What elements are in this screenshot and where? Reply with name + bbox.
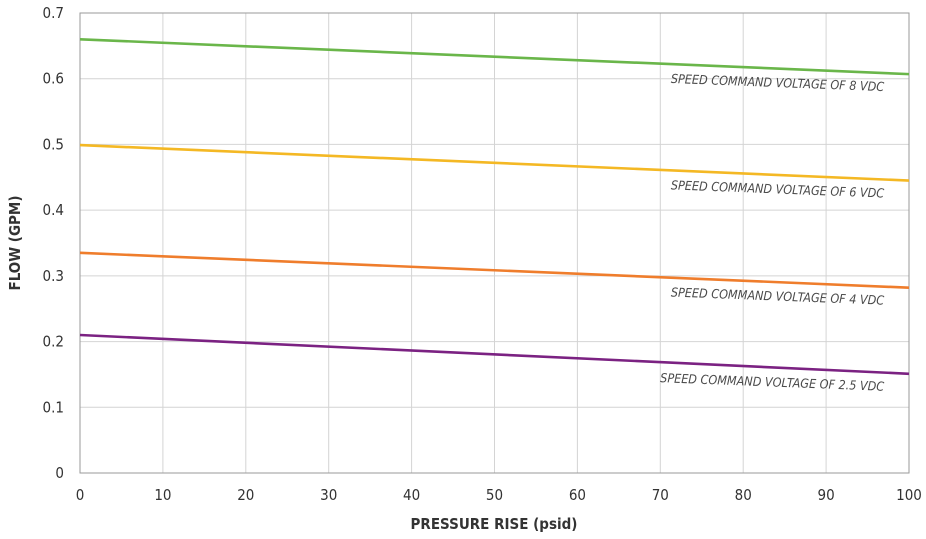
x-tick-label: 70 — [652, 486, 669, 504]
x-axis-ticks: 0 10 20 30 40 50 60 70 80 90 100 — [76, 486, 922, 504]
x-tick-label: 0 — [76, 486, 85, 504]
series-labels: SPEED COMMAND VOLTAGE OF 8 VDC SPEED COMM… — [660, 71, 885, 394]
x-tick-label: 60 — [569, 486, 586, 504]
series-lines — [79, 37, 910, 376]
x-tick-label: 80 — [735, 486, 752, 504]
y-tick-label: 0.5 — [43, 135, 64, 153]
plot-frame — [79, 12, 910, 474]
x-tick-label: 20 — [237, 486, 254, 504]
series-label: SPEED COMMAND VOLTAGE OF 2.5 VDC — [660, 370, 885, 394]
y-axis-label: FLOW (GPM) — [6, 195, 24, 290]
series-label: SPEED COMMAND VOLTAGE OF 4 VDC — [671, 285, 885, 308]
x-tick-label: 30 — [320, 486, 337, 504]
x-tick-label: 90 — [818, 486, 835, 504]
y-tick-label: 0.4 — [43, 201, 64, 219]
series-line — [79, 251, 910, 289]
y-tick-label: 0.1 — [43, 398, 64, 416]
x-tick-label: 40 — [403, 486, 420, 504]
x-tick-label: 50 — [486, 486, 503, 504]
series-label: SPEED COMMAND VOLTAGE OF 6 VDC — [671, 177, 885, 200]
x-axis-label: PRESSURE RISE (psid) — [411, 515, 578, 533]
series-line — [79, 333, 910, 376]
series-line — [79, 143, 910, 182]
series-label: SPEED COMMAND VOLTAGE OF 8 VDC — [671, 71, 885, 94]
x-tick-label: 10 — [154, 486, 171, 504]
y-axis-ticks: 0 0.1 0.2 0.3 0.4 0.5 0.6 0.7 — [43, 4, 64, 482]
y-tick-label: 0.2 — [43, 333, 64, 351]
x-tick-label: 100 — [896, 486, 922, 504]
y-tick-label: 0.3 — [43, 267, 64, 285]
y-tick-label: 0 — [55, 464, 64, 482]
series-line — [79, 37, 910, 76]
y-tick-label: 0.7 — [43, 4, 64, 22]
y-tick-label: 0.6 — [43, 70, 64, 88]
